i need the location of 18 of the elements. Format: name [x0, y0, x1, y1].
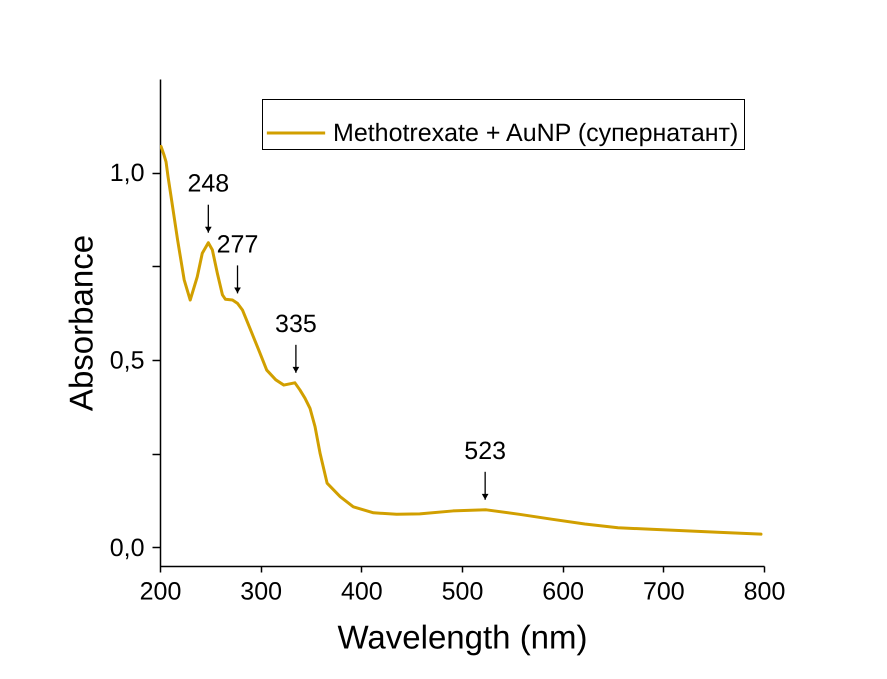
y-tick-label: 0,5: [110, 346, 144, 374]
annotation: 523: [464, 436, 506, 465]
x-tick-label: 400: [340, 578, 383, 606]
y-axis-title: Absorbance: [62, 234, 100, 412]
line-series: [160, 144, 762, 536]
x-tick-label: 700: [642, 578, 685, 606]
annotation: 277: [216, 230, 258, 258]
annotation: 335: [275, 310, 317, 338]
x-tick-label: 200: [140, 578, 182, 606]
annotation: 248: [187, 170, 230, 198]
x-tick-label: 500: [442, 578, 484, 606]
x-tick-label: 800: [744, 578, 786, 606]
legend-label: Methotrexate + AuNP (супернатант): [333, 119, 738, 147]
x-tick-label: 600: [542, 578, 584, 606]
x-axis-title: Wavelength (nm): [337, 618, 588, 656]
y-tick-label: 1,0: [110, 159, 144, 188]
x-tick-label: 300: [240, 578, 282, 606]
y-tick-label: 0,0: [110, 534, 144, 562]
